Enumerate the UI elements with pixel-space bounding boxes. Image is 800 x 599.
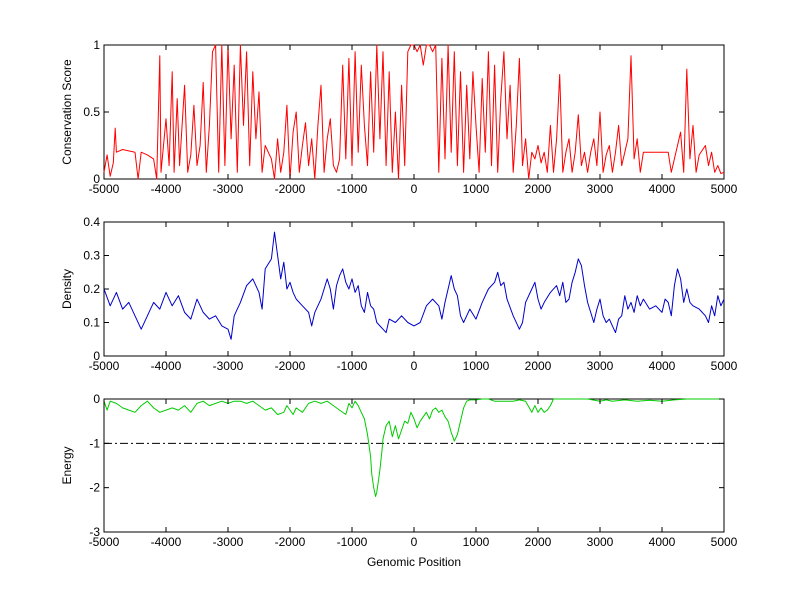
conservation-x-tick-label: -4000 (151, 182, 182, 196)
energy-x-tick-label: -1000 (337, 535, 368, 549)
energy-x-tick-label: -5000 (89, 535, 120, 549)
energy-axes-box (103, 398, 725, 533)
density-y-tick-label: 0.3 (83, 249, 100, 263)
conservation-panel: -5000 -4000 -3000 -2000 -1000 0 1000 2000 3000 40… (60, 38, 738, 196)
energy-y-axis-label: Energy (60, 446, 74, 484)
conservation-x-tick-label: 4000 (649, 182, 676, 196)
density-x-tick-label: -5000 (89, 359, 120, 373)
energy-x-tick-label: 5000 (711, 535, 738, 549)
density-x-tick-label: -4000 (151, 359, 182, 373)
density-y-tick-label: 0 (93, 349, 100, 363)
density-axes-box (103, 221, 725, 357)
conservation-x-tick-label: 5000 (711, 182, 738, 196)
conservation-x-tick-label: 2000 (525, 182, 552, 196)
energy-series-line (103, 398, 724, 497)
energy-x-axis-label: Genomic Position (367, 555, 461, 569)
density-panel: -5000 -4000 -3000 -2000 -1000 0 1000 2000 3000 40… (60, 215, 738, 373)
density-y-axis-label: Density (60, 269, 74, 309)
conservation-y-tick-label: 1 (93, 38, 100, 52)
density-series-line (103, 231, 725, 340)
density-y-tick-label: 0.2 (83, 282, 100, 296)
conservation-x-tick-label: -2000 (275, 182, 306, 196)
density-x-tick-label: 1000 (463, 359, 490, 373)
conservation-x-tick-label: 3000 (587, 182, 614, 196)
density-x-tick-label: 4000 (649, 359, 676, 373)
conservation-y-axis-label: Conservation Score (60, 59, 74, 165)
conservation-y-tick-label: 0.5 (83, 105, 100, 119)
conservation-x-tick-label: -5000 (89, 182, 120, 196)
energy-y-tick-label: -2 (89, 481, 100, 495)
density-x-tick-label: 3000 (587, 359, 614, 373)
energy-x-tick-label: -2000 (275, 535, 306, 549)
energy-x-tick-label: 4000 (649, 535, 676, 549)
energy-panel: -5000 -4000 -3000 -2000 -1000 0 1000 2000 3000 40… (60, 392, 738, 569)
conservation-x-tick-label: 1000 (463, 182, 490, 196)
energy-y-tick-label: 0 (93, 392, 100, 406)
energy-y-tick-label: -1 (89, 436, 100, 450)
density-x-tick-label: -2000 (275, 359, 306, 373)
density-x-tick-label: 5000 (711, 359, 738, 373)
conservation-x-tick-label: -3000 (213, 182, 244, 196)
energy-x-tick-label: 2000 (525, 535, 552, 549)
density-x-tick-label: -1000 (337, 359, 368, 373)
energy-x-tick-label: -4000 (151, 535, 182, 549)
density-x-tick-label: 2000 (525, 359, 552, 373)
energy-x-tick-label: 3000 (587, 535, 614, 549)
conservation-y-tick-label: 0 (93, 172, 100, 186)
energy-y-tick-label: -3 (89, 525, 100, 539)
conservation-x-tick-label: 0 (411, 182, 418, 196)
conservation-series-line (103, 44, 725, 180)
conservation-x-tick-label: -1000 (337, 182, 368, 196)
density-x-tick-label: -3000 (213, 359, 244, 373)
energy-x-tick-label: 0 (411, 535, 418, 549)
energy-x-tick-label: -3000 (213, 535, 244, 549)
density-y-tick-label: 0.1 (83, 316, 100, 330)
density-y-tick-label: 0.4 (83, 215, 100, 229)
energy-x-tick-label: 1000 (463, 535, 490, 549)
density-x-tick-label: 0 (411, 359, 418, 373)
